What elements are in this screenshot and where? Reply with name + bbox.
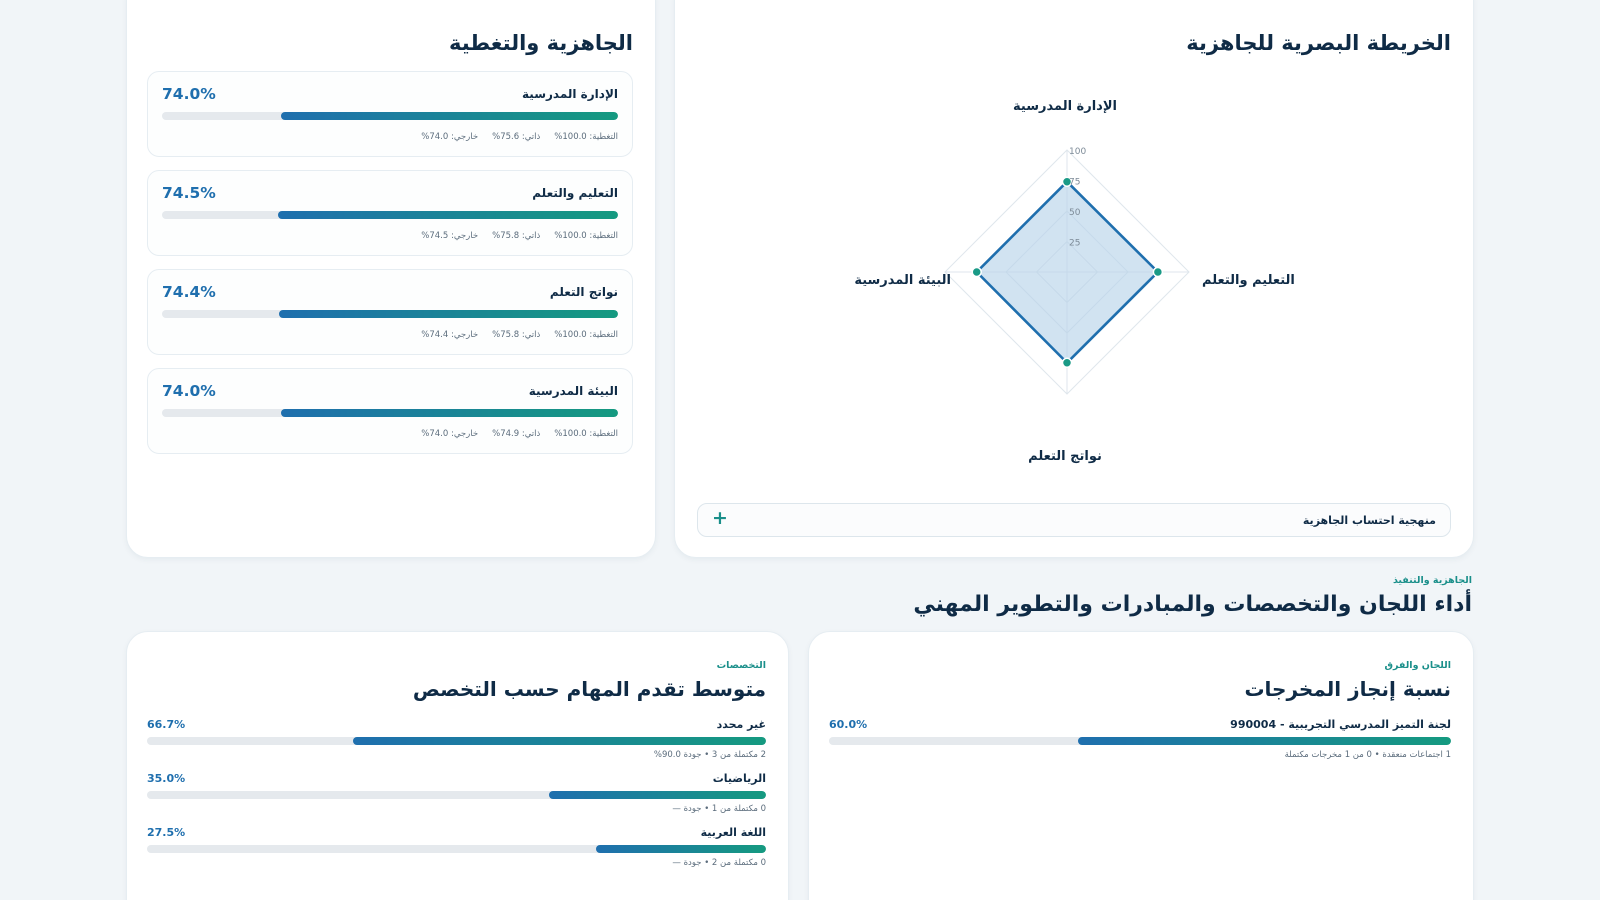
radar-tick-label: 100 bbox=[1069, 147, 1086, 157]
specialty-name: الرياضيات bbox=[712, 772, 766, 785]
readiness-item-percent: 74.4% bbox=[162, 283, 216, 301]
radar-data-area bbox=[975, 180, 1160, 365]
readiness-item-bar bbox=[162, 112, 618, 120]
readiness-item: الإدارة المدرسية 74.0% التغطية: 100.0% ذ… bbox=[147, 71, 633, 157]
committees-card: اللجان والفرق نسبة إنجاز المخرجات لجنة ا… bbox=[808, 631, 1474, 900]
specialty-percent: 27.5% bbox=[147, 826, 186, 839]
committee-row: لجنة التميز المدرسي التجريبية - 990004 6… bbox=[829, 718, 1451, 770]
specialty-bar-fill bbox=[549, 791, 766, 799]
readiness-item-name: الإدارة المدرسية bbox=[522, 87, 618, 101]
radar-tick-label: 75 bbox=[1069, 178, 1080, 188]
committee-percent: 60.0% bbox=[829, 718, 868, 731]
readiness-item: التعليم والتعلم 74.5% التغطية: 100.0% ذا… bbox=[147, 170, 633, 256]
readiness-coverage: التغطية: 100.0% bbox=[554, 330, 618, 340]
specialties-title: متوسط تقدم المهام حسب التخصص bbox=[412, 677, 766, 701]
specialty-bar bbox=[147, 737, 766, 745]
readiness-item-bar-fill bbox=[280, 409, 618, 417]
methodology-label: منهجية احتساب الجاهزية bbox=[1302, 514, 1436, 527]
readiness-radar-card: الخريطة البصرية للجاهزية 100 75 50 25 الإدا… bbox=[674, 0, 1474, 558]
readiness-item-bar-fill bbox=[280, 112, 618, 120]
specialty-percent: 66.7% bbox=[147, 718, 186, 731]
readiness-item-bar bbox=[162, 310, 618, 318]
specialty-meta: 2 مكتملة من 3 • جودة 90.0% bbox=[653, 750, 766, 760]
readiness-self: ذاتي: 75.8% bbox=[492, 231, 541, 241]
committees-eyebrow: اللجان والفرق bbox=[1384, 660, 1452, 671]
radar-data-point bbox=[971, 266, 982, 278]
readiness-item-meta: التغطية: 100.0% ذاتي: 75.6% خارجي: 74.0% bbox=[421, 132, 618, 142]
committee-bar-fill bbox=[1077, 737, 1451, 745]
methodology-accordion[interactable]: منهجية احتساب الجاهزية + bbox=[697, 503, 1451, 537]
section-eyebrow: الجاهزية والتنفيذ bbox=[1392, 575, 1472, 586]
committee-meta: 1 اجتماعات منعقدة • 0 من 1 مخرجات مكتملة bbox=[1284, 750, 1451, 760]
readiness-external: خارجي: 74.4% bbox=[421, 330, 479, 340]
specialty-row: اللغة العربية 27.5% 0 مكتملة من 2 • جودة… bbox=[147, 826, 766, 878]
radar-data-point bbox=[1152, 266, 1164, 278]
readiness-item-bar-fill bbox=[278, 310, 618, 318]
radar-axis-label-right: التعليم والتعلم bbox=[1202, 273, 1295, 288]
readiness-coverage: التغطية: 100.0% bbox=[554, 231, 618, 241]
specialty-meta: 0 مكتملة من 1 • جودة — bbox=[672, 804, 766, 814]
specialty-bar bbox=[147, 845, 766, 853]
radar-axis-label-bottom: نواتج التعلم bbox=[1028, 449, 1102, 464]
expand-plus-icon[interactable]: + bbox=[712, 507, 728, 529]
committees-title: نسبة إنجاز المخرجات bbox=[1244, 677, 1451, 701]
readiness-external: خارجي: 74.0% bbox=[421, 429, 479, 439]
committee-name: لجنة التميز المدرسي التجريبية - 990004 bbox=[1230, 718, 1451, 731]
radar-chart: 100 75 50 25 bbox=[944, 147, 1190, 395]
readiness-item-bar bbox=[162, 211, 618, 219]
readiness-item: البيئة المدرسية 74.0% التغطية: 100.0% ذا… bbox=[147, 368, 633, 454]
readiness-external: خارجي: 74.0% bbox=[421, 132, 479, 142]
readiness-item-bar bbox=[162, 409, 618, 417]
readiness-item-meta: التغطية: 100.0% ذاتي: 75.8% خارجي: 74.5% bbox=[421, 231, 618, 241]
committee-bar bbox=[829, 737, 1451, 745]
radar-data-point bbox=[1061, 176, 1073, 187]
readiness-self: ذاتي: 75.8% bbox=[492, 330, 541, 340]
radar-axis-label-top: الإدارة المدرسية bbox=[1013, 99, 1117, 114]
readiness-item-meta: التغطية: 100.0% ذاتي: 74.9% خارجي: 74.0% bbox=[421, 429, 618, 439]
readiness-coverage-card: الجاهزية والتغطية الإدارة المدرسية 74.0%… bbox=[126, 0, 656, 558]
specialty-percent: 35.0% bbox=[147, 772, 186, 785]
specialty-bar-fill bbox=[353, 737, 766, 745]
readiness-card-title: الجاهزية والتغطية bbox=[449, 31, 633, 55]
specialty-row: غير محدد 66.7% 2 مكتملة من 3 • جودة 90.0… bbox=[147, 718, 766, 770]
readiness-item-percent: 74.5% bbox=[162, 184, 216, 202]
readiness-coverage: التغطية: 100.0% bbox=[554, 429, 618, 439]
specialty-row: الرياضيات 35.0% 0 مكتملة من 1 • جودة — bbox=[147, 772, 766, 824]
readiness-self: ذاتي: 74.9% bbox=[492, 429, 541, 439]
specialty-bar bbox=[147, 791, 766, 799]
specialty-name: اللغة العربية bbox=[700, 826, 766, 839]
specialty-name: غير محدد bbox=[716, 718, 766, 731]
radar-data-point bbox=[1061, 357, 1073, 369]
readiness-item-name: البيئة المدرسية bbox=[528, 384, 618, 398]
readiness-self: ذاتي: 75.6% bbox=[492, 132, 541, 142]
readiness-item-percent: 74.0% bbox=[162, 85, 216, 103]
readiness-item-name: التعليم والتعلم bbox=[532, 186, 618, 200]
readiness-external: خارجي: 74.5% bbox=[421, 231, 479, 241]
specialties-card: التخصصات متوسط تقدم المهام حسب التخصص غي… bbox=[126, 631, 789, 900]
specialty-meta: 0 مكتملة من 2 • جودة — bbox=[672, 858, 766, 868]
radar-card-title: الخريطة البصرية للجاهزية bbox=[1186, 31, 1451, 55]
specialties-eyebrow: التخصصات bbox=[716, 660, 766, 671]
readiness-coverage: التغطية: 100.0% bbox=[554, 132, 618, 142]
radar-tick-label: 50 bbox=[1069, 208, 1081, 218]
readiness-item-name: نواتج التعلم bbox=[549, 285, 618, 299]
specialty-bar-fill bbox=[595, 845, 766, 853]
readiness-item-percent: 74.0% bbox=[162, 382, 216, 400]
radar-tick-label: 25 bbox=[1069, 239, 1080, 249]
readiness-item-meta: التغطية: 100.0% ذاتي: 75.8% خارجي: 74.4% bbox=[421, 330, 618, 340]
readiness-item-bar-fill bbox=[278, 211, 618, 219]
radar-axis-label-left: البيئة المدرسية bbox=[854, 273, 951, 288]
section-title: أداء اللجان والتخصصات والمبادرات والتطوي… bbox=[913, 592, 1472, 617]
readiness-item: نواتج التعلم 74.4% التغطية: 100.0% ذاتي:… bbox=[147, 269, 633, 355]
